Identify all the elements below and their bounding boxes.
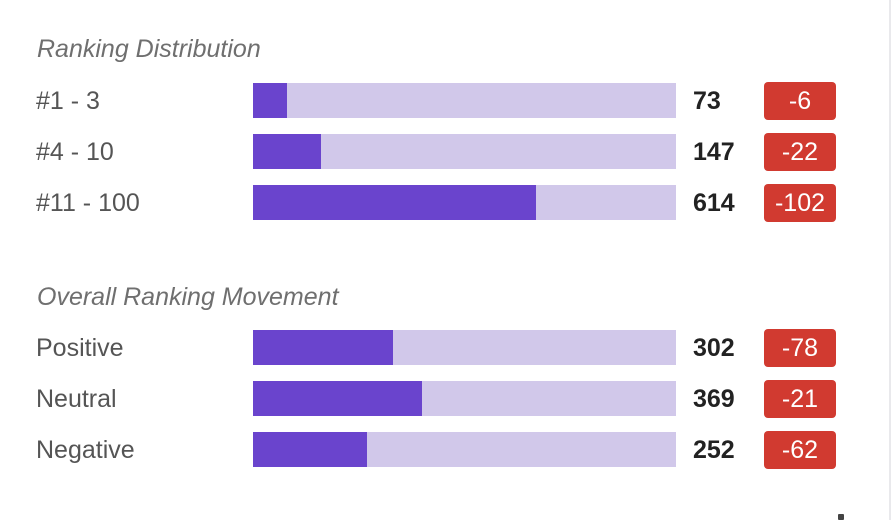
row-label: Negative	[36, 436, 135, 464]
panel-edge	[889, 0, 891, 520]
ranking-distribution-title: Ranking Distribution	[37, 35, 261, 63]
bar-fill	[253, 381, 423, 416]
row-label: #11 - 100	[36, 189, 140, 217]
row-count: 302	[693, 334, 735, 362]
bar-fill	[253, 134, 321, 169]
overall-movement-title: Overall Ranking Movement	[37, 283, 339, 311]
row-label: Positive	[36, 334, 124, 362]
bar-fill	[253, 432, 368, 467]
resize-handle-mark	[838, 514, 844, 520]
delta-badge: -21	[764, 380, 836, 418]
bar-fill	[253, 83, 287, 118]
distribution-row: #1 - 3 73 -6	[0, 82, 891, 120]
distribution-row: #11 - 100 614 -102	[0, 184, 891, 222]
row-label: Neutral	[36, 385, 117, 413]
row-count: 73	[693, 87, 721, 115]
bar-track	[253, 134, 676, 169]
row-label: #4 - 10	[36, 138, 114, 166]
row-count: 147	[693, 138, 735, 166]
bar-track	[253, 381, 676, 416]
distribution-row: #4 - 10 147 -22	[0, 133, 891, 171]
row-count: 614	[693, 189, 735, 217]
bar-track	[253, 330, 676, 365]
delta-badge: -6	[764, 82, 836, 120]
bar-track	[253, 432, 676, 467]
delta-badge: -102	[764, 184, 836, 222]
movement-row: Positive 302 -78	[0, 329, 891, 367]
row-count: 252	[693, 436, 735, 464]
bar-track	[253, 185, 676, 220]
bar-fill	[253, 330, 393, 365]
bar-fill	[253, 185, 537, 220]
delta-badge: -78	[764, 329, 836, 367]
row-label: #1 - 3	[36, 87, 100, 115]
row-count: 369	[693, 385, 735, 413]
delta-badge: -62	[764, 431, 836, 469]
bar-track	[253, 83, 676, 118]
delta-badge: -22	[764, 133, 836, 171]
movement-row: Negative 252 -62	[0, 431, 891, 469]
movement-row: Neutral 369 -21	[0, 380, 891, 418]
